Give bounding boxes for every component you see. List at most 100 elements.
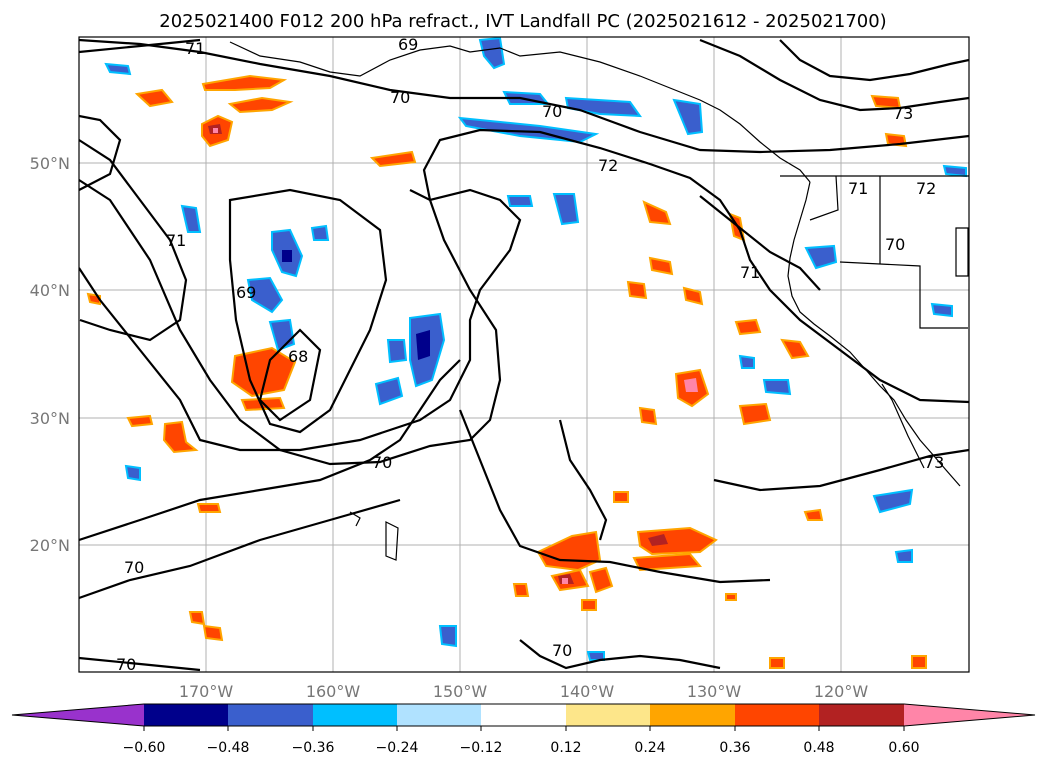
strong-negative-anomaly-core: [416, 330, 430, 360]
negative-anomaly-blob: [246, 276, 284, 314]
contour-label: 70: [124, 558, 144, 577]
positive-anomaly-blob: [202, 624, 224, 642]
lon-label: 120°W: [814, 682, 869, 701]
positive-anomaly-blob: [648, 256, 674, 276]
colorbar-extend-max: [904, 704, 1035, 726]
positive-anomaly-blob: [780, 338, 810, 360]
contour-71-south: [558, 419, 608, 541]
positive-anomaly-blob: [769, 657, 785, 669]
colorbar-extend-min: [12, 704, 144, 726]
positive-anomaly-blob: [725, 593, 737, 601]
negative-anomaly-blob: [104, 62, 132, 76]
colorbar-swatch: [144, 704, 228, 726]
colorbar-tick-label: −0.48: [207, 740, 250, 756]
positive-anomaly-blob: [162, 420, 199, 454]
longitude-labels: 170°W 160°W 150°W 140°W 130°W 120°W: [179, 682, 869, 701]
colorbar-swatch: [819, 704, 904, 726]
negative-anomaly-blob: [672, 98, 704, 136]
map-background: [79, 37, 969, 672]
contour-71-far-west: [79, 114, 122, 191]
negative-anomaly-blob: [930, 302, 953, 318]
colorbar-swatch: [228, 704, 313, 726]
positive-anomaly-blob: [738, 402, 772, 426]
map-panel: 71 69 70 70 72 73 71 72 70 71 71 69 68 7…: [78, 36, 970, 674]
negative-anomaly-blob: [762, 379, 792, 396]
lon-label: 140°W: [560, 682, 615, 701]
negative-anomaly-blob: [438, 625, 457, 648]
figure-title: 2025021400 F012 200 hPa refract., IVT La…: [159, 11, 886, 32]
contour-label: 69: [236, 283, 256, 302]
contour-label: 70: [116, 655, 136, 674]
negative-anomaly-blob: [124, 464, 141, 482]
contour-label: 70: [372, 453, 392, 472]
colorbar-swatch: [566, 704, 650, 726]
strong-negative-anomaly-core: [282, 250, 292, 262]
positive-anomaly-blob: [581, 599, 597, 611]
contour-label: 73: [924, 453, 944, 472]
map-frame: [78, 36, 970, 673]
contour-71-nw: [79, 38, 201, 54]
negative-anomaly-blob: [738, 354, 755, 369]
lon-label: 160°W: [306, 682, 361, 701]
contour-70-south: [519, 639, 721, 670]
contour-71-west: [79, 139, 188, 342]
contour-73-east: [713, 448, 969, 492]
baja-peninsula: [881, 383, 925, 469]
positive-anomaly-blob: [201, 74, 288, 91]
positive-anomaly-blob: [613, 491, 629, 503]
contour-label: 70: [885, 235, 905, 254]
negative-anomaly-blob: [374, 376, 404, 406]
colorbar-ticks: −0.60 −0.48 −0.36 −0.24 −0.12 0.12 0.24 …: [123, 740, 920, 756]
colorbar-swatch: [397, 704, 481, 726]
positive-anomaly-blob: [734, 318, 762, 336]
highest-anomaly-core: [684, 378, 698, 392]
colorbar-tick-label: −0.24: [376, 740, 419, 756]
colorbar: −0.60 −0.48 −0.36 −0.24 −0.12 0.12 0.24 …: [11, 703, 1036, 756]
colorbar-tick-label: −0.36: [292, 740, 335, 756]
contour-70-inner: [79, 188, 522, 452]
positive-anomaly-blob: [188, 611, 206, 626]
negative-anomaly-blob: [942, 164, 967, 178]
lon-label: 150°W: [433, 682, 488, 701]
height-contours: [79, 38, 969, 672]
contour-73-northeast: [699, 38, 969, 112]
negative-anomaly-blob: [804, 244, 838, 270]
positive-anomaly-blob: [134, 88, 174, 108]
colorbar-tick-label: 0.24: [634, 740, 665, 756]
positive-anomaly-areas: [86, 74, 927, 669]
contour-label: 70: [390, 88, 410, 107]
contour-label-group: 71 69 70 70 72 73 71 72 70 71 71 69 68 7…: [116, 37, 944, 674]
colorbar-tick-label: 0.12: [550, 740, 581, 756]
hawaii-island: [385, 521, 399, 561]
positive-anomaly-blob: [512, 583, 530, 597]
positive-anomaly-blob: [196, 503, 222, 513]
positive-anomaly-blob: [588, 566, 614, 594]
negative-anomaly-blob: [872, 488, 914, 514]
colorbar-tick-label: 0.48: [803, 740, 834, 756]
negative-anomaly-blob: [386, 339, 408, 364]
highest-anomaly-core: [562, 578, 568, 584]
positive-anomaly-blob: [626, 280, 648, 300]
negative-anomaly-blob: [310, 224, 330, 241]
contour-70-sw: [79, 498, 401, 600]
contour-label: 71: [848, 179, 868, 198]
colorbar-tick-label: 0.36: [719, 740, 750, 756]
colorbar-tick-label: −0.12: [460, 740, 503, 756]
lon-label: 130°W: [687, 682, 742, 701]
contour-68: [258, 328, 322, 422]
highest-anomaly-core: [213, 128, 218, 133]
lat-label: 40°N: [30, 281, 70, 300]
positive-anomaly-blob: [369, 150, 417, 168]
colorbar-swatch: [735, 704, 819, 726]
positive-anomaly-blob: [632, 552, 703, 572]
contour-69: [228, 188, 388, 434]
high-anomaly-core: [648, 534, 668, 546]
lat-label: 50°N: [30, 154, 70, 173]
positive-anomaly-blob: [642, 200, 672, 226]
positive-anomaly-blob: [911, 655, 927, 669]
colorbar-swatch: [481, 704, 566, 726]
positive-anomaly-blob: [230, 346, 297, 398]
negative-anomaly-blob: [894, 548, 913, 563]
contour-label: 68: [288, 347, 308, 366]
contour-label: 71: [740, 263, 760, 282]
